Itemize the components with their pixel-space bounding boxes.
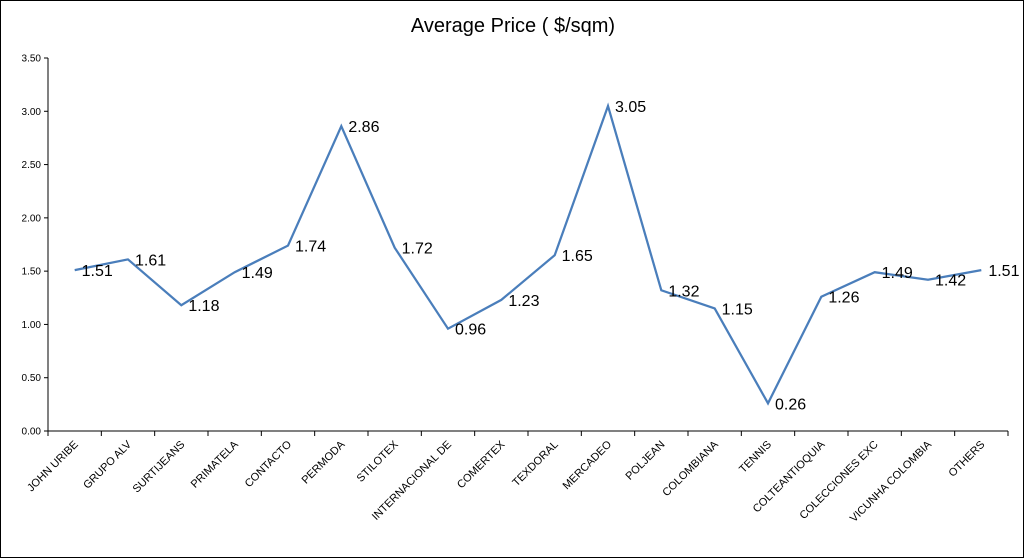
y-tick-label: 1.50 <box>22 267 42 278</box>
data-label: 1.61 <box>135 252 166 269</box>
data-label: 1.49 <box>242 265 273 282</box>
data-label: 1.18 <box>188 298 219 315</box>
data-label: 0.26 <box>775 396 806 413</box>
data-label: 1.15 <box>722 301 753 318</box>
y-tick-label: 1.00 <box>22 320 42 331</box>
data-label: 1.74 <box>295 239 326 256</box>
data-label: 1.49 <box>882 265 913 282</box>
x-tick-label: COLOMBIANA <box>660 438 721 499</box>
series-line <box>74 102 982 406</box>
data-labels: 1.51 1.61 1.18 1.49 1.74 2.86 1.72 0.96 1.23 1.65… <box>82 99 1020 413</box>
y-tick-label: 3.50 <box>22 54 42 65</box>
data-label: 3.05 <box>615 99 646 116</box>
chart-axes <box>47 58 1008 432</box>
x-tick-label: STILOTEX <box>355 438 402 485</box>
data-label: 1.51 <box>82 263 113 280</box>
x-tick-label: COMERTEX <box>455 438 508 491</box>
x-tick-label: MERCADEO <box>561 438 615 492</box>
data-label: 1.65 <box>562 248 593 265</box>
series-line-group <box>74 102 982 406</box>
y-tick-label: 3.00 <box>22 107 42 118</box>
y-tick-label: 0.50 <box>22 373 42 384</box>
x-tick-label: TEXDORAL <box>510 439 560 489</box>
data-label: 2.86 <box>348 119 379 136</box>
data-label: 1.23 <box>508 293 539 310</box>
x-tick-label: TENNIS <box>737 439 774 476</box>
x-tick-label: POLJEAN <box>624 439 668 483</box>
x-tick-label: GRUPO ALV <box>81 438 134 491</box>
x-tick-label: JOHN URIBE <box>25 439 81 495</box>
chart-title: Average Price ( $/sqm) <box>410 15 616 37</box>
x-tick-label: PERMODA <box>300 438 348 486</box>
data-label: 1.72 <box>402 241 433 258</box>
y-tick-label: 0.00 <box>22 427 42 438</box>
data-label: 0.96 <box>455 322 486 339</box>
y-tick-label: 2.50 <box>22 160 42 171</box>
y-tick-label: 2.00 <box>22 213 42 224</box>
x-tick-label: PRIMATELA <box>189 438 241 490</box>
data-label: 1.26 <box>828 290 859 307</box>
data-label: 1.32 <box>668 283 699 300</box>
x-tick-label: SURTIJEANS <box>131 439 188 496</box>
data-label: 1.42 <box>935 273 966 290</box>
x-tick-label: CONTACTO <box>243 438 295 490</box>
x-tick-label: OTHERS <box>947 439 988 480</box>
data-label: 1.51 <box>988 263 1019 280</box>
y-axis-ticks: 0.00 0.50 1.00 1.50 2.00 2.50 3.00 3.50 <box>22 54 48 438</box>
